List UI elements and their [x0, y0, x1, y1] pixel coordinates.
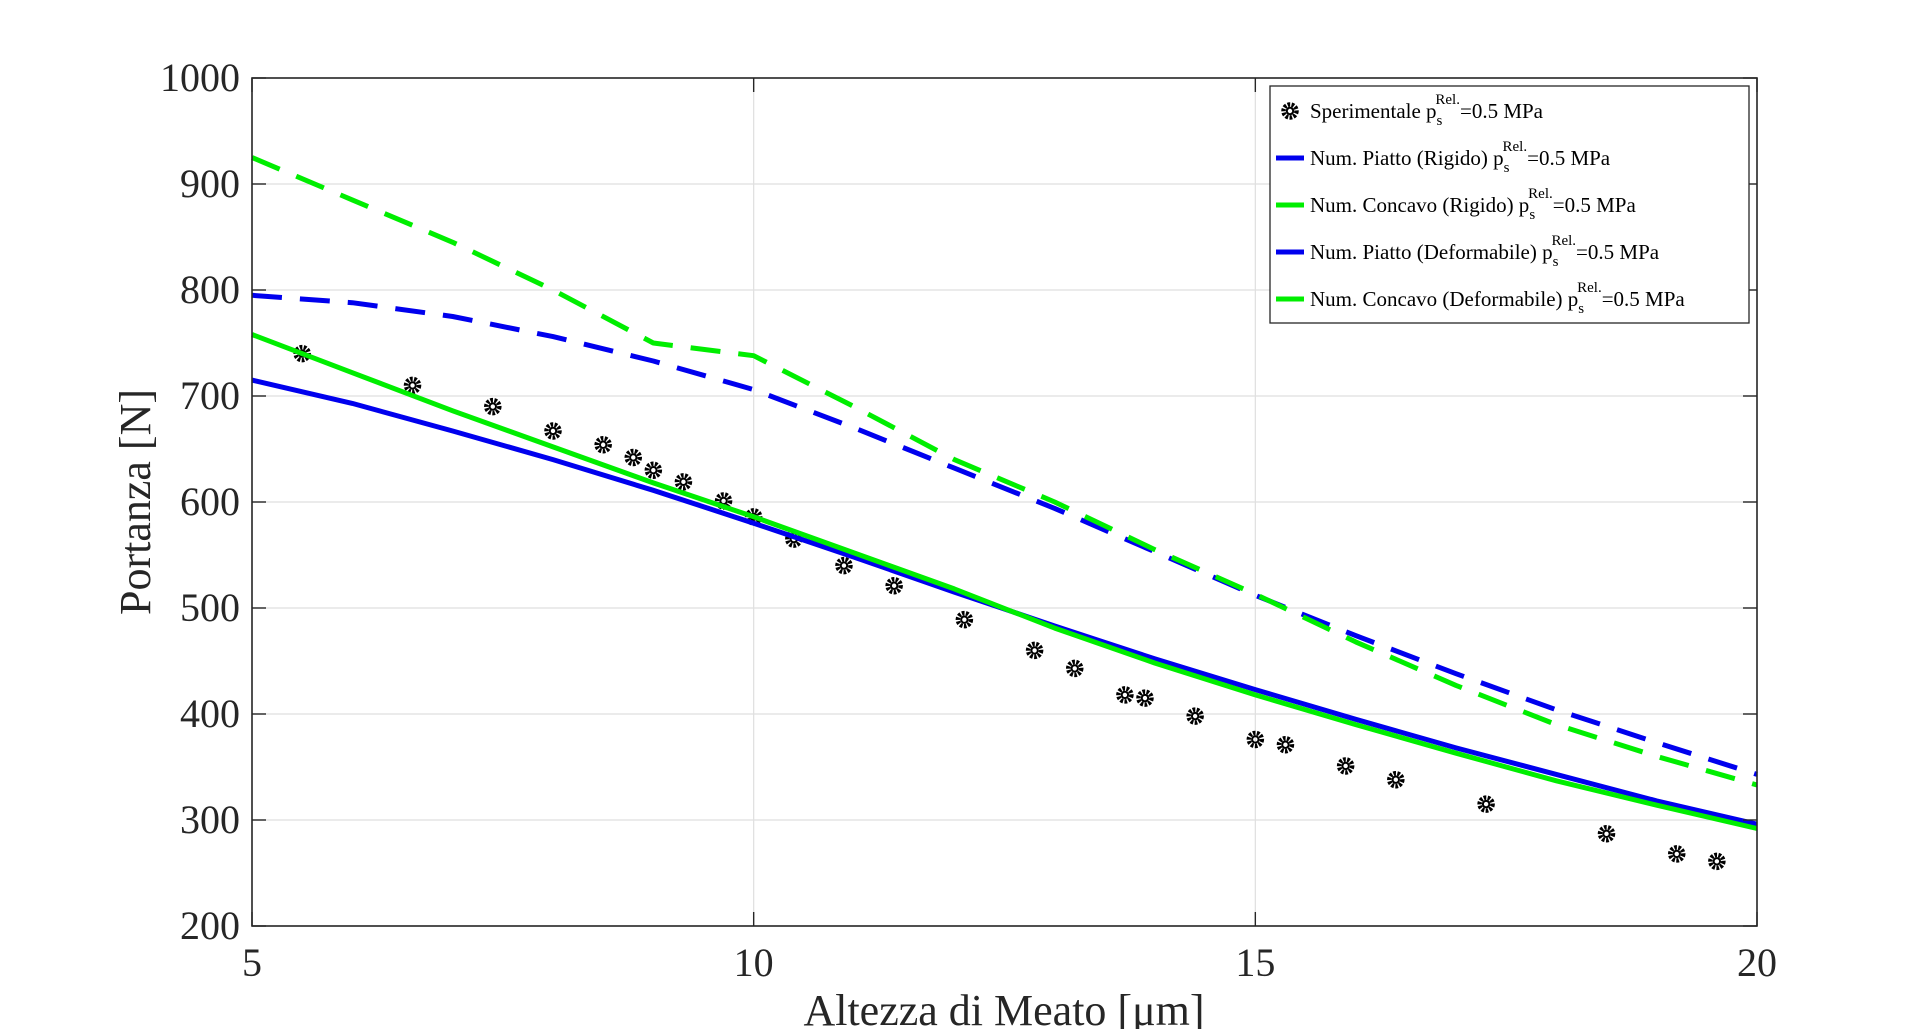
data-point [1477, 795, 1495, 813]
data-point [1065, 659, 1084, 678]
series-2 [251, 292, 1758, 777]
legend: Sperimentale psRel.=0.5 MPa Num. Piatto (… [1269, 85, 1750, 324]
y-tick-label: 500 [180, 585, 240, 630]
x-tick-label: 5 [242, 940, 262, 985]
legend-box [1269, 85, 1750, 324]
data-point [885, 576, 903, 595]
data-point [644, 461, 663, 479]
legend-item-4: Num. Piatto (Deformabile) psRel.=0.5 MPa [1276, 233, 1660, 270]
legend-item-1: Sperimentale psRel.=0.5 MPa [1281, 92, 1544, 129]
data-point [1667, 845, 1686, 863]
y-tick-label: 900 [180, 161, 240, 206]
data-point [674, 473, 693, 491]
data-point [1336, 757, 1355, 775]
ticks [251, 77, 1758, 927]
data-point [594, 436, 612, 454]
data-point [484, 397, 502, 416]
data-point [1276, 735, 1295, 754]
y-tick-label: 700 [180, 373, 240, 418]
x-tick-label: 10 [734, 940, 774, 985]
data-point [835, 556, 853, 575]
legend-label: Num. Concavo (Deformabile) psRel.=0.5 MP… [1310, 280, 1685, 317]
data-point [1597, 825, 1616, 843]
data-point [1116, 686, 1134, 704]
series-line [251, 155, 1758, 788]
legend-item-5: Num. Concavo (Deformabile) psRel.=0.5 MP… [1276, 280, 1685, 317]
x-axis-label: Altezza di Meato [μm] [803, 986, 1204, 1029]
y-tick-label: 200 [180, 903, 240, 948]
legend-item-3: Num. Concavo (Rigido) psRel.=0.5 MPa [1276, 186, 1636, 223]
legend-item-2: Num. Piatto (Rigido) psRel.=0.5 MPa [1276, 139, 1611, 176]
series-3 [251, 155, 1758, 788]
legend-label: Num. Piatto (Rigido) psRel.=0.5 MPa [1310, 139, 1611, 176]
data-point [1387, 770, 1405, 789]
series-line [251, 292, 1758, 777]
data-point [1136, 689, 1154, 707]
series-5 [251, 332, 1758, 831]
data-point [1186, 707, 1204, 725]
data-point [955, 610, 974, 629]
y-tick-label: 400 [180, 691, 240, 736]
series-line [251, 332, 1758, 831]
legend-label: Num. Piatto (Deformabile) psRel.=0.5 MPa [1310, 233, 1660, 270]
data-point [544, 422, 562, 440]
legend-label: Sperimentale psRel.=0.5 MPa [1310, 92, 1544, 129]
x-tick-label: 20 [1737, 940, 1777, 985]
legend-marker [1281, 102, 1299, 120]
data-point [1708, 852, 1726, 871]
data-point [1246, 730, 1265, 749]
y-tick-label: 600 [180, 479, 240, 524]
data-point [624, 448, 643, 467]
data-point [403, 376, 422, 395]
tick-labels: 5 10 15 20 200 300 400 500 600 700 800 900 1000 [160, 55, 1777, 985]
legend-label: Num. Concavo (Rigido) psRel.=0.5 MPa [1310, 186, 1636, 223]
x-tick-label: 15 [1235, 940, 1275, 985]
y-tick-label: 800 [180, 267, 240, 312]
y-tick-label: 300 [180, 797, 240, 842]
series-group [251, 155, 1758, 871]
y-tick-label: 1000 [160, 55, 240, 100]
y-axis-label: Portanza [N] [111, 389, 160, 615]
data-point [1025, 641, 1044, 660]
